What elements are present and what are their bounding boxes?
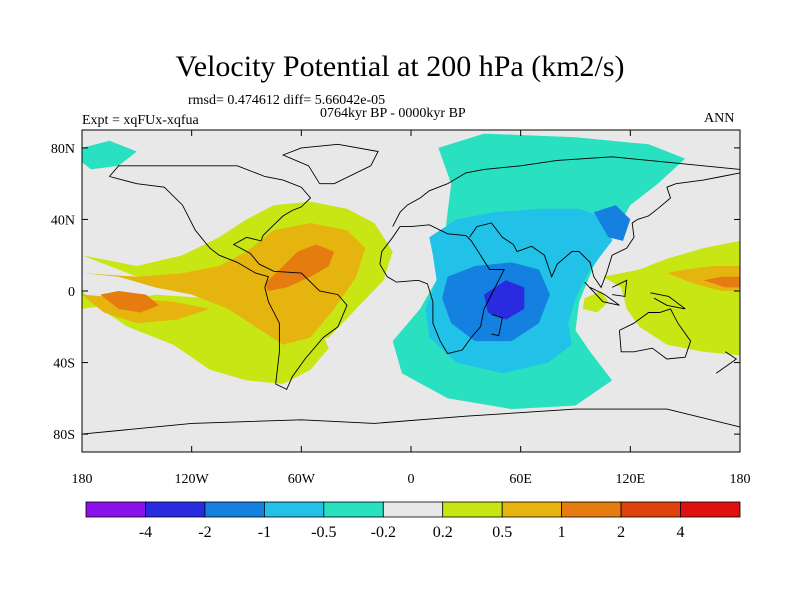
coastline — [618, 308, 692, 360]
colorbar-swatch — [501, 501, 563, 518]
x-tick-label: 180 — [730, 472, 751, 487]
x-tick-label: 180 — [72, 472, 93, 487]
coastline — [650, 292, 686, 310]
colorbar-swatch — [620, 501, 681, 518]
colorbar-swatch — [561, 501, 622, 518]
y-tick-label: 0 — [68, 285, 75, 300]
chart-title: Velocity Potential at 200 hPa (km2/s) — [175, 50, 625, 83]
period-text: 0764kyr BP - 0000kyr BP — [320, 106, 466, 121]
coastline — [281, 143, 379, 185]
coastline — [715, 351, 738, 374]
coastline — [584, 281, 620, 306]
colorbar-swatch — [442, 501, 503, 518]
colorbar-label: -1 — [258, 524, 271, 541]
x-tick-label: 120E — [616, 472, 646, 487]
y-tick-label: 40S — [53, 357, 75, 372]
colorbar-label: 1 — [558, 524, 566, 541]
coastline — [379, 224, 505, 355]
colorbar-swatch — [263, 501, 325, 518]
stats-text: rmsd= 0.474612 diff= 5.66042e-05 — [188, 93, 386, 108]
colorbar-swatch — [680, 501, 741, 518]
colorbar-swatch — [85, 501, 146, 518]
contour-region — [703, 276, 740, 288]
contour-region — [264, 244, 335, 291]
coastline — [392, 156, 740, 227]
colorbar-label: 0.2 — [433, 524, 453, 541]
colorbar-label: -0.5 — [311, 524, 336, 541]
colorbar-label: 4 — [677, 524, 685, 541]
colorbar-label: -0.2 — [371, 524, 396, 541]
contour-region — [82, 223, 366, 345]
y-tick-label: 40N — [51, 213, 75, 228]
coastline — [469, 172, 740, 289]
contour-region — [82, 140, 137, 170]
contour-region — [100, 291, 159, 313]
colorbar-label: 2 — [617, 524, 625, 541]
y-tick-label: 80S — [53, 428, 75, 443]
colorbar-swatch — [382, 501, 444, 518]
colorbar-label: 0.5 — [492, 524, 512, 541]
coastline — [491, 313, 503, 337]
x-tick-label: 120W — [175, 472, 210, 487]
y-tick-label: 80N — [51, 142, 75, 157]
x-tick-label: 0 — [408, 472, 415, 487]
colorbar-swatch — [145, 501, 206, 518]
coastline — [109, 165, 348, 391]
coastline — [611, 279, 628, 297]
season-text: ANN — [704, 111, 735, 126]
colorbar-label: -2 — [198, 524, 211, 541]
colorbar-swatch — [204, 501, 265, 518]
experiment-text: Expt = xqFUx-xqfua — [82, 113, 199, 128]
x-tick-label: 60E — [509, 472, 532, 487]
contour-region — [582, 291, 609, 313]
x-tick-label: 60W — [288, 472, 316, 487]
contour-region — [593, 205, 631, 241]
coastline — [82, 408, 740, 435]
colorbar-swatch — [323, 501, 384, 518]
colorbar-label: -4 — [139, 524, 152, 541]
